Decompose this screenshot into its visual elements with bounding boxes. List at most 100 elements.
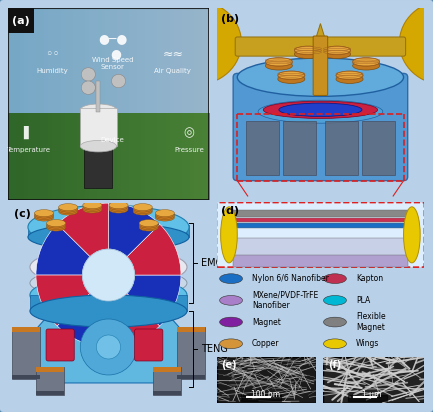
Text: Wind Speed
Sensor: Wind Speed Sensor: [92, 57, 133, 70]
Text: (d): (d): [221, 206, 239, 216]
FancyBboxPatch shape: [8, 8, 209, 200]
Ellipse shape: [35, 211, 54, 218]
Ellipse shape: [155, 214, 174, 221]
FancyBboxPatch shape: [153, 367, 181, 372]
Ellipse shape: [47, 222, 66, 229]
Circle shape: [82, 249, 135, 301]
Ellipse shape: [155, 211, 174, 218]
Ellipse shape: [323, 46, 351, 55]
Ellipse shape: [323, 50, 351, 59]
Text: Magnet: Magnet: [252, 318, 281, 327]
Ellipse shape: [352, 58, 380, 66]
Ellipse shape: [58, 208, 78, 215]
FancyBboxPatch shape: [46, 329, 74, 361]
Text: ◎: ◎: [184, 126, 194, 139]
Ellipse shape: [58, 204, 78, 211]
Text: Humidity: Humidity: [36, 68, 68, 75]
FancyBboxPatch shape: [177, 327, 205, 332]
Ellipse shape: [336, 75, 363, 84]
Ellipse shape: [109, 205, 128, 212]
FancyBboxPatch shape: [233, 223, 408, 228]
FancyBboxPatch shape: [246, 121, 279, 175]
Circle shape: [111, 74, 126, 88]
Polygon shape: [312, 23, 329, 50]
Circle shape: [220, 274, 242, 283]
Circle shape: [81, 68, 95, 81]
Text: Kapton: Kapton: [356, 274, 383, 283]
Ellipse shape: [30, 247, 187, 287]
Text: Nylon 6/6 Nanofiber: Nylon 6/6 Nanofiber: [252, 274, 329, 283]
FancyBboxPatch shape: [216, 203, 424, 267]
Ellipse shape: [139, 222, 158, 229]
Ellipse shape: [133, 205, 152, 212]
Ellipse shape: [278, 75, 305, 84]
Text: Air Quality: Air Quality: [155, 68, 191, 75]
FancyBboxPatch shape: [8, 8, 34, 33]
Ellipse shape: [83, 201, 102, 208]
Wedge shape: [108, 293, 160, 347]
FancyBboxPatch shape: [97, 81, 100, 112]
FancyBboxPatch shape: [80, 108, 116, 146]
FancyBboxPatch shape: [216, 357, 316, 403]
Ellipse shape: [47, 224, 66, 231]
FancyBboxPatch shape: [233, 255, 408, 267]
Circle shape: [220, 317, 242, 327]
Polygon shape: [38, 311, 179, 383]
Text: Wings: Wings: [356, 339, 379, 348]
FancyBboxPatch shape: [235, 37, 406, 56]
Circle shape: [175, 23, 216, 62]
Ellipse shape: [265, 58, 292, 66]
Text: ◦◦: ◦◦: [45, 48, 59, 61]
Circle shape: [220, 295, 242, 305]
Text: 1 μm: 1 μm: [362, 390, 381, 399]
FancyBboxPatch shape: [153, 367, 181, 395]
Ellipse shape: [278, 71, 305, 80]
Text: ●─●
  ●: ●─● ●: [98, 33, 127, 61]
Text: 100 nm: 100 nm: [251, 390, 280, 399]
Circle shape: [150, 0, 242, 85]
FancyBboxPatch shape: [135, 329, 163, 361]
FancyBboxPatch shape: [12, 375, 40, 379]
Text: Copper: Copper: [252, 339, 279, 348]
Circle shape: [80, 319, 137, 375]
Ellipse shape: [35, 213, 54, 220]
FancyBboxPatch shape: [36, 367, 64, 395]
FancyBboxPatch shape: [233, 73, 408, 181]
Circle shape: [81, 81, 95, 94]
FancyBboxPatch shape: [283, 121, 316, 175]
Circle shape: [424, 23, 433, 62]
Ellipse shape: [352, 61, 380, 70]
Wedge shape: [127, 275, 181, 326]
Ellipse shape: [28, 223, 189, 251]
FancyBboxPatch shape: [12, 327, 40, 379]
Text: EMG: EMG: [201, 258, 223, 268]
FancyBboxPatch shape: [177, 327, 205, 379]
Text: ≈≈: ≈≈: [162, 48, 184, 61]
Circle shape: [323, 317, 346, 327]
Ellipse shape: [139, 224, 158, 231]
FancyBboxPatch shape: [233, 238, 408, 258]
Ellipse shape: [133, 206, 152, 213]
Circle shape: [323, 339, 346, 349]
Ellipse shape: [28, 205, 189, 249]
Ellipse shape: [263, 101, 378, 118]
Ellipse shape: [35, 210, 54, 217]
Ellipse shape: [258, 100, 383, 123]
Text: (a): (a): [12, 16, 30, 26]
Circle shape: [399, 0, 433, 85]
Wedge shape: [108, 203, 160, 257]
FancyBboxPatch shape: [325, 121, 358, 175]
Ellipse shape: [83, 206, 102, 213]
FancyBboxPatch shape: [30, 295, 187, 311]
FancyBboxPatch shape: [323, 357, 424, 403]
Ellipse shape: [47, 221, 66, 228]
FancyBboxPatch shape: [36, 391, 64, 395]
Text: MXene/PVDF-TrFE
Nanofiber: MXene/PVDF-TrFE Nanofiber: [252, 290, 318, 310]
Circle shape: [323, 274, 346, 283]
Ellipse shape: [139, 220, 158, 227]
FancyBboxPatch shape: [36, 367, 64, 372]
Ellipse shape: [80, 104, 116, 115]
Text: PLA: PLA: [356, 296, 370, 305]
Wedge shape: [57, 293, 108, 347]
Ellipse shape: [109, 203, 128, 210]
